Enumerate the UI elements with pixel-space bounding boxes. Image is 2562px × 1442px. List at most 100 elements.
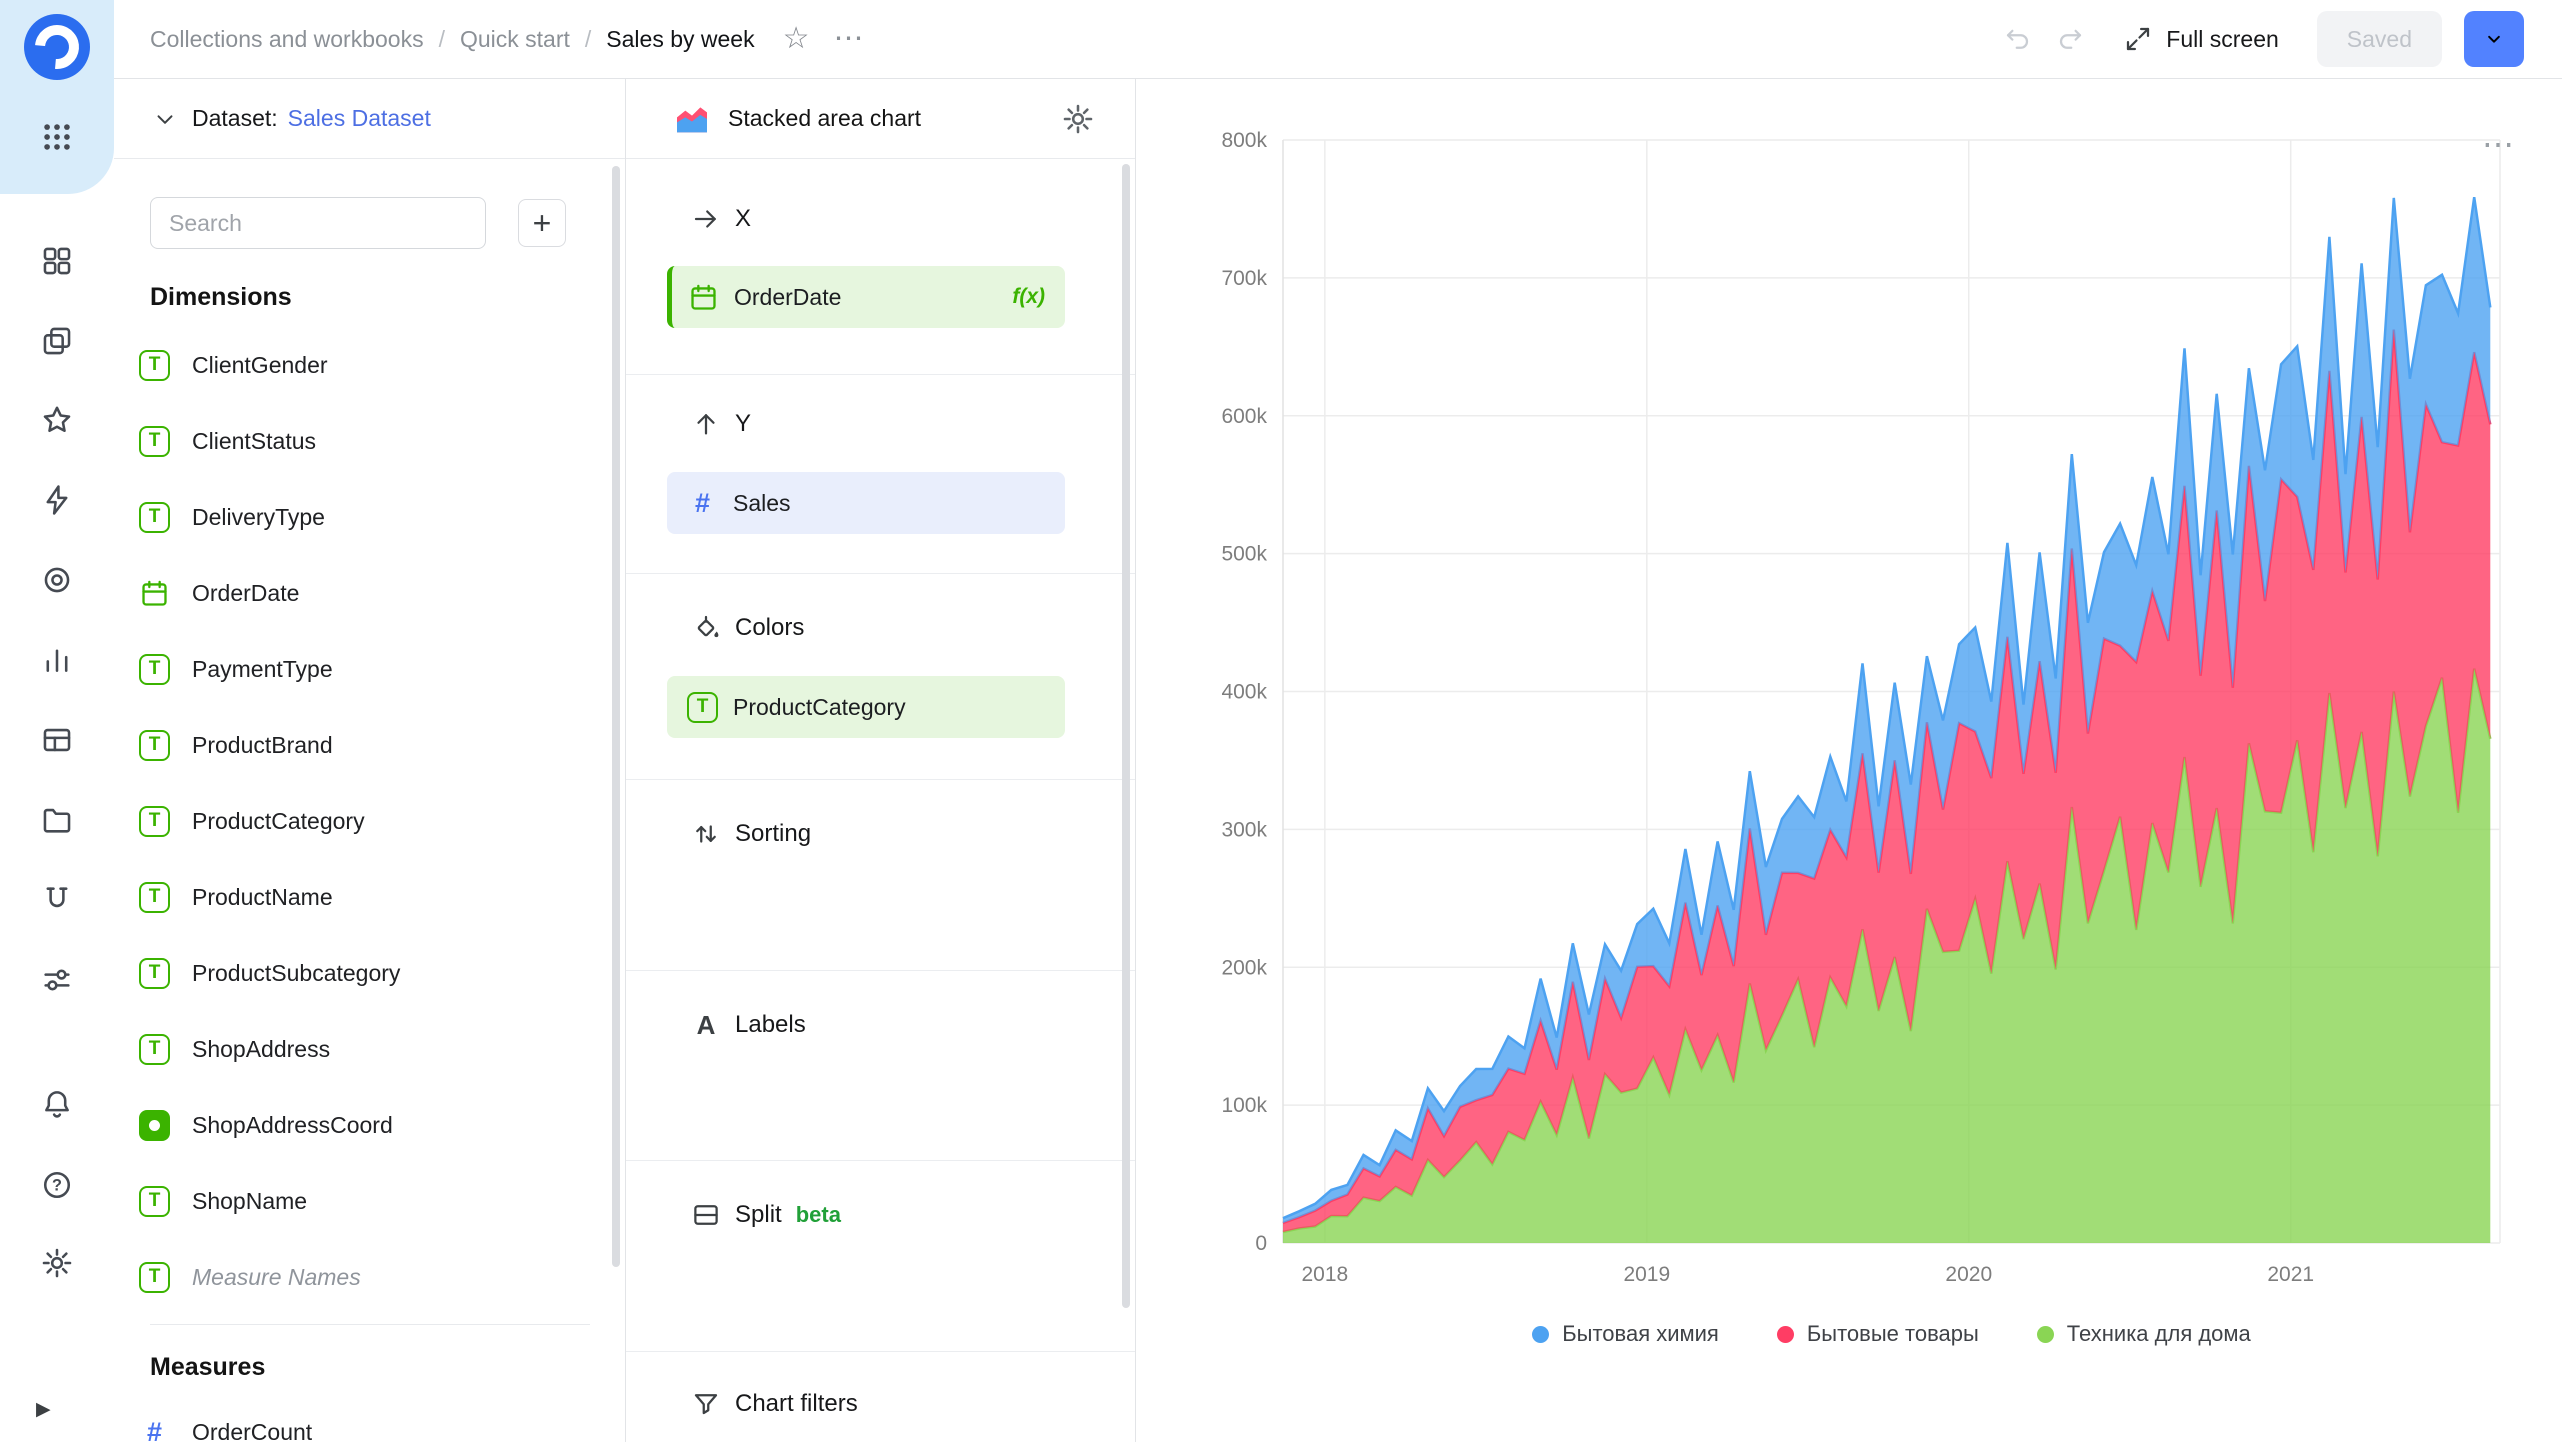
undo-icon[interactable]: [2003, 24, 2033, 54]
area-series: [1283, 668, 2491, 1243]
y-tick-label: 0: [1255, 1232, 1267, 1255]
dashboards-icon[interactable]: [34, 239, 80, 283]
field-name: ProductBrand: [192, 731, 333, 758]
expand-sidebar-button[interactable]: ▶: [36, 1399, 51, 1420]
breadcrumb-separator: [424, 26, 460, 53]
dataset-header: Dataset: Sales Dataset: [114, 79, 625, 159]
field-payment-type[interactable]: T PaymentType: [114, 631, 625, 707]
saved-button[interactable]: Saved: [2316, 11, 2442, 67]
section-chart-filters-label: Chart filters: [735, 1390, 858, 1417]
geopoint-type-icon: [139, 1109, 170, 1141]
field-product-brand[interactable]: T ProductBrand: [114, 707, 625, 783]
field-name: ShopName: [192, 1187, 308, 1214]
legend-item[interactable]: Техника для дома: [2036, 1321, 2251, 1347]
field-measure-names[interactable]: T Measure Names: [114, 1239, 625, 1315]
formula-fx-icon[interactable]: f(x): [1012, 285, 1045, 308]
field-name: ClientStatus: [192, 427, 317, 454]
breadcrumb-collections[interactable]: Collections and workbooks: [150, 25, 424, 52]
y-field-chip-sales[interactable]: # Sales: [667, 472, 1065, 534]
config-panel-scrollbar[interactable]: [1122, 164, 1130, 1308]
apps-grid-icon[interactable]: [34, 115, 80, 159]
rail-top-highlight: [0, 0, 114, 194]
arrow-right-icon: [691, 204, 721, 234]
favorite-star-icon[interactable]: ☆: [782, 22, 810, 55]
datalens-logo[interactable]: [24, 14, 90, 80]
field-search-row: +: [150, 197, 566, 249]
section-y-label: Y: [735, 410, 752, 437]
field-client-gender[interactable]: T ClientGender: [114, 327, 625, 403]
dimensions-title: Dimensions: [150, 283, 292, 311]
left-nav-rail: ? ▶: [0, 0, 114, 1442]
legend-label: Бытовая химия: [1562, 1321, 1719, 1346]
audit-rings-icon[interactable]: [34, 558, 80, 602]
field-order-count[interactable]: # OrderCount: [114, 1394, 625, 1442]
field-product-name[interactable]: T ProductName: [114, 859, 625, 935]
tables-icon[interactable]: [34, 718, 80, 762]
section-x-label: X: [735, 205, 752, 232]
full-screen-button[interactable]: Full screen: [2123, 24, 2279, 54]
area-series: [1283, 329, 2491, 1233]
y-tick-label: 300k: [1221, 818, 1267, 841]
field-name: ProductName: [192, 883, 333, 910]
fullscreen-expand-icon: [2127, 27, 2150, 51]
field-search-input[interactable]: [150, 197, 486, 249]
x-tick-label: 2020: [1945, 1263, 1992, 1286]
chart-area: 0 100k 200k 300k 400k 500k 600k 700k 800k 2018 201…: [1136, 79, 2562, 1442]
legend-item[interactable]: Бытовые товары: [1776, 1321, 1979, 1347]
notifications-bell-icon[interactable]: [34, 1082, 80, 1126]
colors-field-chip-productcategory[interactable]: T ProductCategory: [667, 676, 1065, 738]
paint-bucket-icon: [691, 613, 721, 643]
field-shop-name[interactable]: T ShopName: [114, 1163, 625, 1239]
field-product-subcategory[interactable]: T ProductSubcategory: [114, 935, 625, 1011]
dataset-panel-scrollbar[interactable]: [612, 166, 620, 1267]
field-name: PaymentType: [192, 655, 333, 682]
field-name: ShopAddress: [192, 1035, 331, 1062]
chart-more-menu-icon[interactable]: ⋯: [2482, 126, 2516, 162]
more-actions-icon[interactable]: ⋯: [833, 22, 866, 55]
string-type-icon: T: [139, 805, 170, 837]
legend-item[interactable]: Бытовая химия: [1532, 1321, 1719, 1347]
breadcrumb-quick-start[interactable]: Quick start: [459, 25, 570, 52]
files-folder-icon[interactable]: [34, 798, 80, 842]
string-type-icon: T: [139, 1185, 170, 1217]
field-name: OrderDate: [192, 579, 300, 606]
string-type-icon: T: [139, 957, 170, 989]
field-name: ShopAddressCoord: [192, 1111, 393, 1138]
field-shop-address-coord[interactable]: ShopAddressCoord: [114, 1087, 625, 1163]
chart-config-panel: Stacked area chart X OrderDate f(x): [626, 79, 1136, 1442]
connections-hook-icon[interactable]: [34, 878, 80, 922]
favorites-star-icon[interactable]: [34, 398, 80, 442]
help-icon[interactable]: ?: [34, 1163, 80, 1207]
legend-label: Бытовые товары: [1806, 1321, 1979, 1346]
split-layout-icon: [691, 1200, 721, 1230]
editor-lightning-icon[interactable]: [34, 478, 80, 522]
field-client-status[interactable]: T ClientStatus: [114, 403, 625, 479]
settings-gear-icon[interactable]: [34, 1241, 80, 1285]
add-field-button[interactable]: +: [518, 199, 566, 247]
chevron-down-icon: [2488, 35, 2500, 43]
y-tick-label: 800k: [1221, 129, 1267, 152]
field-product-category[interactable]: T ProductCategory: [114, 783, 625, 859]
charts-icon[interactable]: [34, 638, 80, 682]
string-type-icon: T: [139, 653, 170, 685]
x-field-chip-orderdate[interactable]: OrderDate f(x): [667, 266, 1065, 328]
field-delivery-type[interactable]: T DeliveryType: [114, 479, 625, 555]
workbooks-layers-icon[interactable]: [34, 319, 80, 363]
chart-settings-gear-icon[interactable]: [1061, 102, 1095, 136]
redo-icon[interactable]: [2055, 24, 2085, 54]
y-tick-label: 500k: [1221, 543, 1267, 566]
string-type-icon: T: [139, 1261, 170, 1293]
save-menu-button[interactable]: [2464, 11, 2524, 67]
x-tick-label: 2018: [1301, 1263, 1348, 1286]
dataset-name-link[interactable]: Sales Dataset: [287, 105, 431, 131]
settings-sliders-icon[interactable]: [34, 958, 80, 1002]
y-tick-label: 700k: [1221, 267, 1267, 290]
dataset-collapse-chevron-icon[interactable]: [152, 106, 178, 132]
x-tick-label: 2021: [2267, 1263, 2314, 1286]
y-tick-label: 600k: [1221, 405, 1267, 428]
legend-dot-icon: [2036, 1325, 2054, 1343]
field-order-date[interactable]: OrderDate: [114, 555, 625, 631]
chart-type-title: Stacked area chart: [728, 105, 922, 131]
field-shop-address[interactable]: T ShopAddress: [114, 1011, 625, 1087]
number-type-icon: #: [694, 487, 711, 518]
